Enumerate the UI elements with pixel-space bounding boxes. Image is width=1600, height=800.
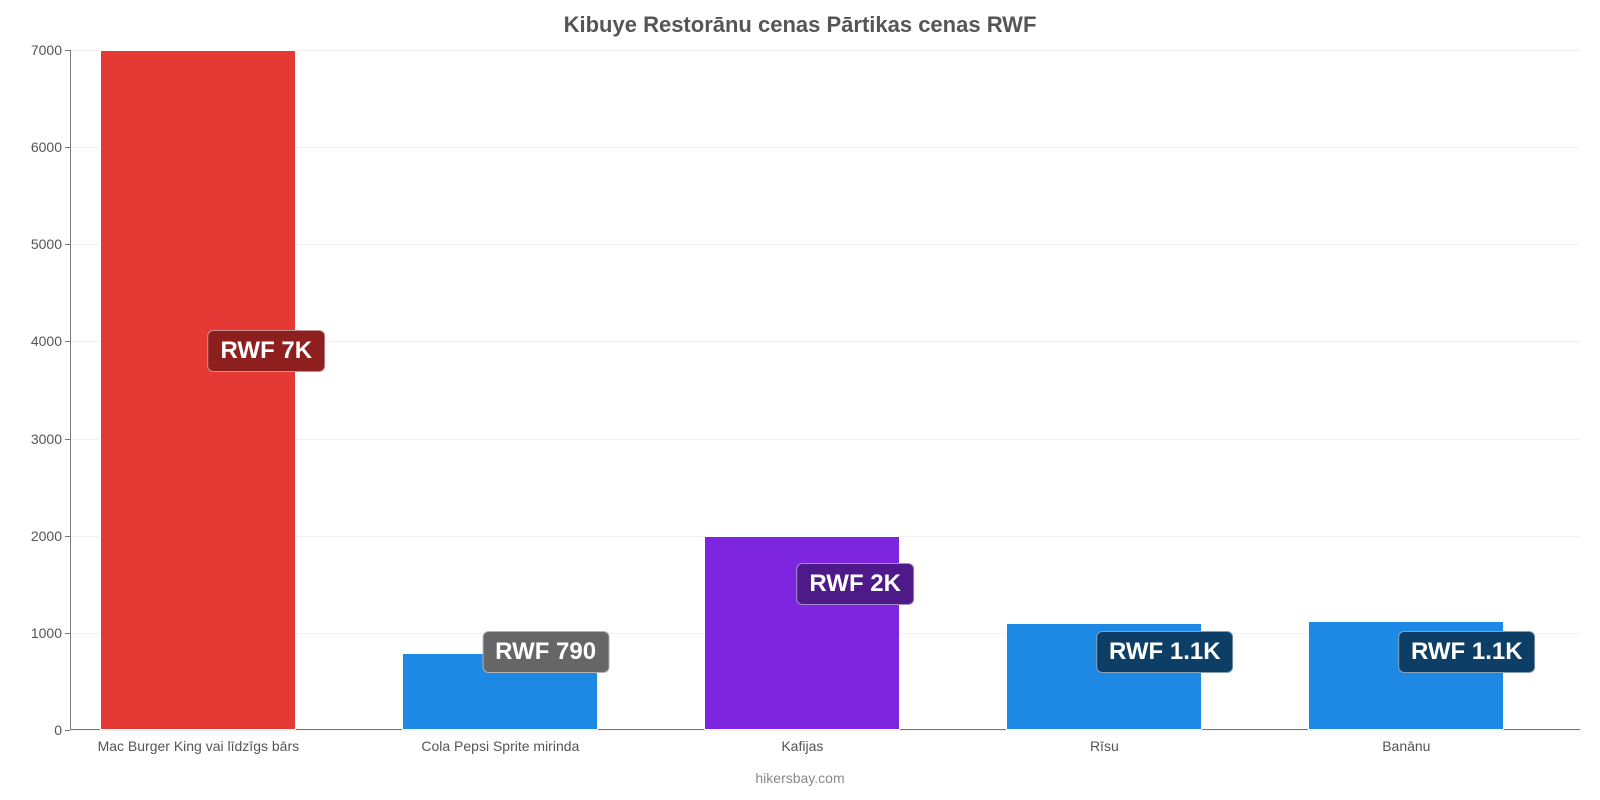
y-tick: [65, 50, 70, 51]
y-tick-label: 0: [54, 722, 62, 738]
y-tick-label: 6000: [31, 139, 62, 155]
attribution-text: hikersbay.com: [0, 770, 1600, 786]
y-tick: [65, 730, 70, 731]
x-axis-label: Cola Pepsi Sprite mirinda: [421, 738, 579, 754]
x-axis-label: Banānu: [1382, 738, 1430, 754]
value-badge: RWF 7K: [208, 330, 326, 372]
plot-area: RWF 7KRWF 790RWF 2KRWF 1.1KRWF 1.1K Mac …: [70, 50, 1580, 730]
x-axis-label: Mac Burger King vai līdzīgs bārs: [98, 738, 300, 754]
chart-container: Kibuye Restorānu cenas Pārtikas cenas RW…: [0, 0, 1600, 800]
y-tick-label: 3000: [31, 431, 62, 447]
y-tick-label: 2000: [31, 528, 62, 544]
y-tick: [65, 536, 70, 537]
bar: [100, 50, 296, 730]
y-tick: [65, 439, 70, 440]
chart-title: Kibuye Restorānu cenas Pārtikas cenas RW…: [0, 0, 1600, 38]
y-tick: [65, 147, 70, 148]
value-badge: RWF 790: [482, 631, 609, 673]
value-badge: RWF 1.1K: [1096, 631, 1234, 673]
grid-line: [70, 730, 1580, 731]
y-tick-label: 5000: [31, 236, 62, 252]
value-badge: RWF 1.1K: [1398, 631, 1536, 673]
value-badge: RWF 2K: [796, 563, 914, 605]
y-tick-label: 4000: [31, 333, 62, 349]
y-tick-label: 7000: [31, 42, 62, 58]
y-tick: [65, 633, 70, 634]
y-tick: [65, 244, 70, 245]
bars-layer: [70, 50, 1580, 730]
y-tick-label: 1000: [31, 625, 62, 641]
y-tick: [65, 341, 70, 342]
x-axis-label: Rīsu: [1090, 738, 1119, 754]
x-axis-label: Kafijas: [781, 738, 823, 754]
